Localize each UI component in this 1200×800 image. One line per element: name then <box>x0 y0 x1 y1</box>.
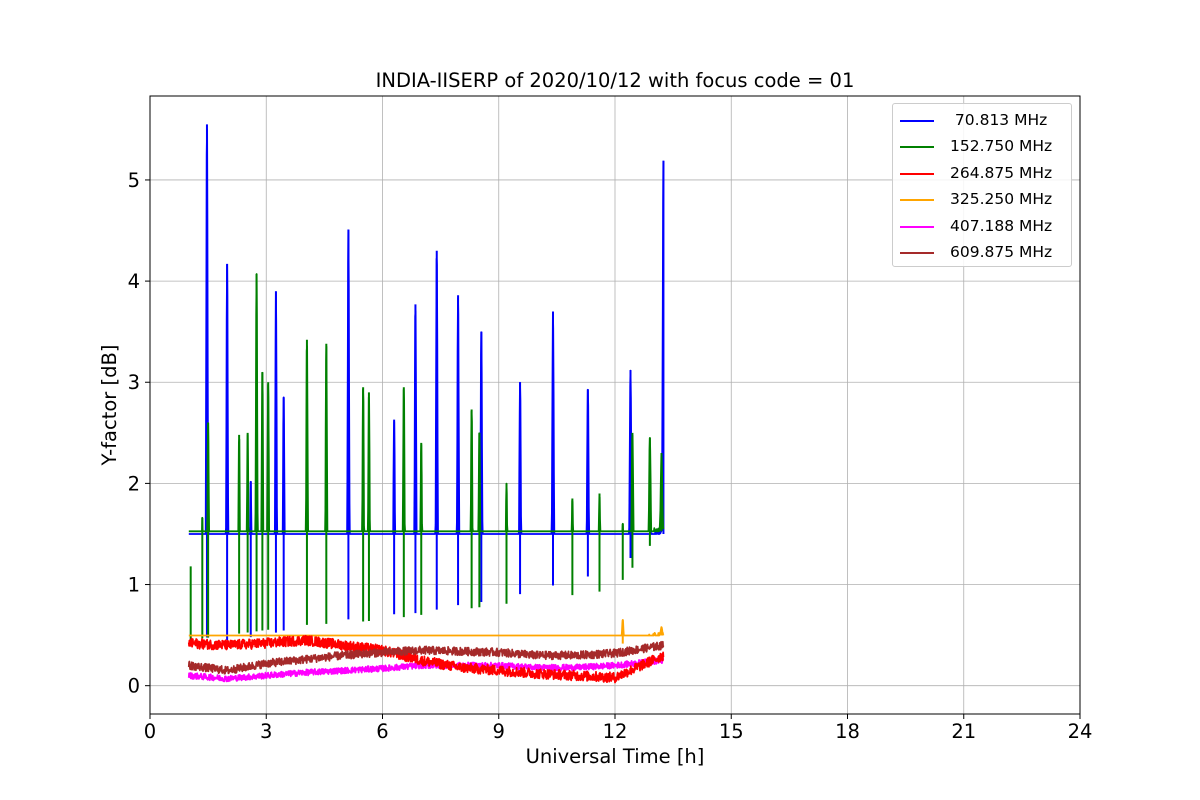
legend-swatch <box>900 225 934 228</box>
x-tick-label: 3 <box>260 720 272 743</box>
legend-entry: 609.875 MHz <box>893 240 1071 266</box>
x-tick-label: 18 <box>835 720 860 743</box>
y-tick-label: 3 <box>128 371 140 394</box>
legend-label: 264.875 MHz <box>950 163 1053 182</box>
chart-title: INDIA-IISERP of 2020/10/12 with focus co… <box>376 69 855 92</box>
series-path <box>187 640 665 675</box>
y-ticks: 0 1 2 3 4 5 <box>128 169 150 698</box>
y-tick-label: 4 <box>128 270 140 293</box>
series-line <box>188 273 665 640</box>
series-line <box>188 124 665 641</box>
x-tick-label: 0 <box>144 720 156 743</box>
legend-entry: 264.875 MHz <box>893 161 1071 187</box>
x-tick-label: 21 <box>951 720 976 743</box>
x-tick-label: 6 <box>376 720 388 743</box>
legend-entry: 70.813 MHz <box>893 108 1071 134</box>
y-tick-label: 1 <box>128 574 140 597</box>
x-tick-label: 9 <box>493 720 505 743</box>
x-ticks: 0 3 6 9 12 15 18 21 24 <box>144 714 1093 743</box>
series-path <box>188 619 665 637</box>
series-line <box>187 634 665 684</box>
x-axis-label: Universal Time [h] <box>526 745 705 768</box>
y-tick-label: 2 <box>128 472 140 495</box>
legend-swatch <box>900 120 934 122</box>
legend-label: 70.813 MHz <box>950 111 1048 129</box>
series-line <box>188 619 665 644</box>
legend-swatch <box>900 172 934 175</box>
legend-label: 325.250 MHz <box>950 190 1053 209</box>
y-tick-label: 0 <box>128 675 140 698</box>
x-tick-label: 12 <box>603 720 628 743</box>
series-layer <box>187 124 665 684</box>
legend-entry: 325.250 MHz <box>893 187 1071 213</box>
legend-label: 152.750 MHz <box>950 137 1053 156</box>
legend-label: 609.875 MHz <box>950 242 1053 261</box>
y-tick-label: 5 <box>128 169 140 192</box>
series-path <box>187 634 665 684</box>
legend: 70.813 MHz 152.750 MHz 264.875 MHz 325.250 … <box>892 103 1072 267</box>
legend-swatch <box>900 199 934 202</box>
y-axis-label: Y-factor [dB] <box>98 345 121 467</box>
x-tick-label: 24 <box>1068 720 1093 743</box>
legend-entry: 152.750 MHz <box>893 134 1071 160</box>
series-line <box>187 640 665 675</box>
legend-entry: 407.188 MHz <box>893 214 1071 240</box>
legend-swatch <box>900 251 934 254</box>
legend-label: 407.188 MHz <box>950 216 1053 235</box>
x-tick-label: 15 <box>719 720 744 743</box>
legend-swatch <box>900 146 934 149</box>
